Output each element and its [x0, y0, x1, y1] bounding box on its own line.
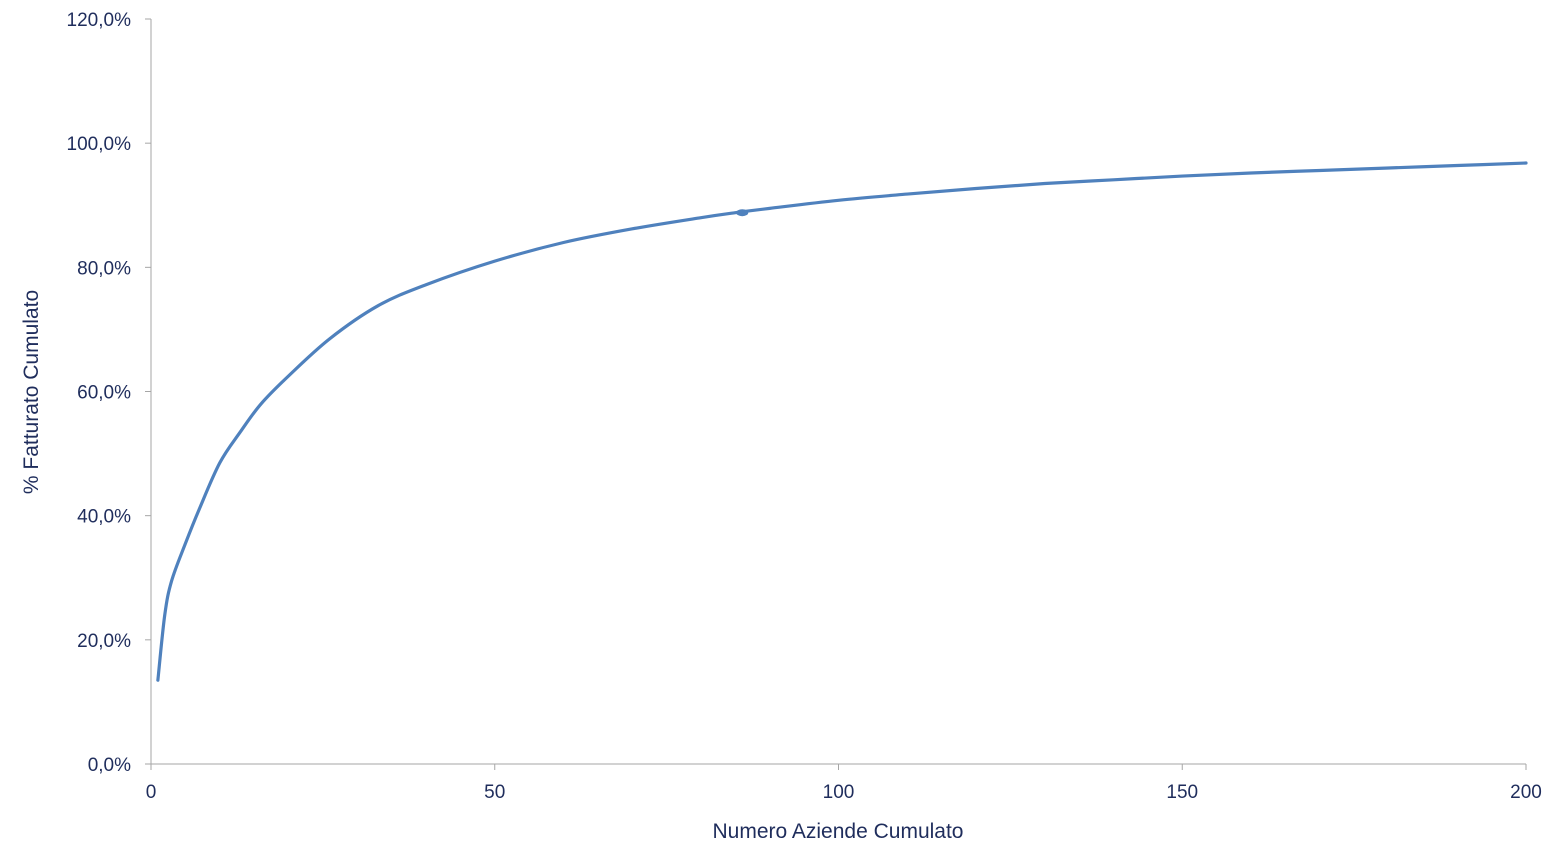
x-tick-label: 200 — [1510, 782, 1542, 803]
y-tick-label: 20,0% — [77, 631, 131, 652]
y-tick-label: 120,0% — [67, 10, 132, 31]
y-tick-label: 80,0% — [77, 258, 131, 279]
x-tick-label: 0 — [146, 782, 157, 803]
y-tick-label: 40,0% — [77, 507, 131, 528]
highlight-point — [736, 209, 749, 217]
y-axis-ticks: 0,0% 20,0% 40,0% 60,0% 80,0% 100,0% 120,0% — [67, 10, 151, 776]
series-group — [156, 161, 1528, 682]
series-line — [156, 161, 1528, 682]
x-axis-title: Numero Aziende Cumulato — [713, 820, 964, 842]
y-axis-title: % Fatturato Cumulato — [20, 290, 43, 494]
axes — [150, 19, 1526, 765]
x-tick-label: 50 — [484, 782, 505, 803]
x-axis-ticks: 0 50 100 150 200 — [146, 764, 1542, 803]
x-tick-label: 150 — [1166, 782, 1198, 803]
y-tick-label: 60,0% — [77, 383, 131, 404]
x-tick-label: 100 — [823, 782, 855, 803]
y-tick-label: 100,0% — [67, 134, 132, 155]
y-tick-label: 0,0% — [88, 755, 131, 776]
